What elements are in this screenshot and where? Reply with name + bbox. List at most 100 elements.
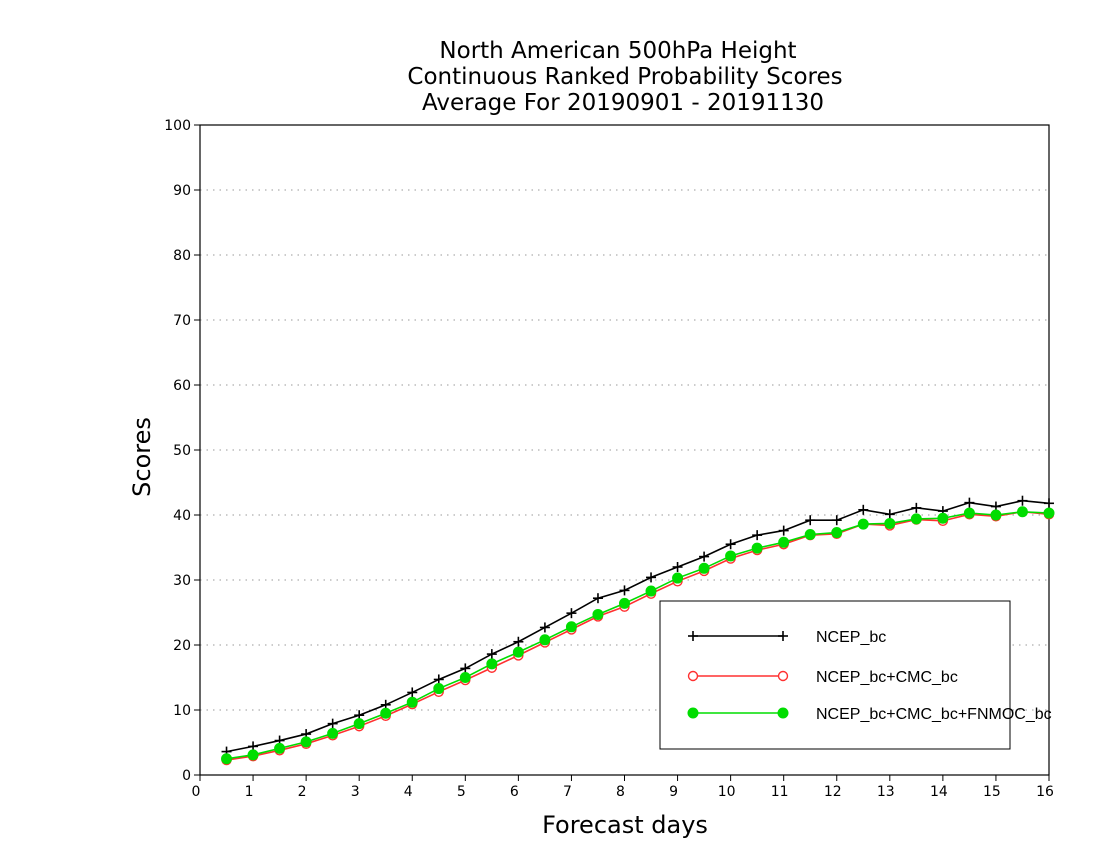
series-2-point-18: [698, 562, 710, 574]
series-2-point-26: [910, 513, 922, 525]
series-0-point-21: [778, 525, 789, 536]
x-tick-label-8: 8: [616, 784, 625, 800]
series-2-point-27: [937, 512, 949, 524]
series-0-point-24: [858, 504, 869, 515]
x-tick-label-14: 14: [930, 784, 948, 800]
series-2-point-8: [433, 683, 445, 695]
series-2-point-1: [247, 749, 259, 761]
series-2-point-0: [221, 753, 233, 765]
series-2-point-22: [804, 529, 816, 540]
y-tick-label-20: 20: [173, 638, 191, 654]
x-tick-label-9: 9: [669, 784, 678, 800]
x-tick-label-16: 16: [1036, 784, 1054, 800]
legend-entry-2: NCEP_bc+CMC_bc+FNMOC_bc: [687, 706, 1052, 723]
legend-marker-end-0: [778, 631, 788, 641]
series-0-point-10: [486, 649, 497, 660]
series-0-point-26: [911, 502, 922, 513]
series-0-point-15: [619, 585, 630, 596]
series-2-point-23: [831, 527, 843, 539]
series-2-point-21: [778, 536, 790, 548]
x-tick-label-13: 13: [877, 784, 895, 800]
series-2-point-19: [725, 550, 737, 562]
series-0-point-11: [513, 636, 524, 647]
series-2-point-10: [486, 658, 498, 670]
x-tick-label-11: 11: [771, 784, 789, 800]
series-2-point-9: [459, 672, 471, 683]
series-2-point-5: [353, 718, 365, 730]
y-tick-label-60: 60: [173, 378, 191, 394]
series-2-point-6: [380, 707, 392, 719]
series-0-point-22: [805, 515, 816, 526]
series-2-point-11: [512, 646, 524, 658]
y-axis-label: Scores: [128, 417, 156, 497]
y-tick-label-10: 10: [173, 703, 191, 719]
series-2-point-28: [963, 507, 975, 519]
series-0-point-9: [460, 663, 471, 674]
series-0-point-7: [407, 687, 418, 698]
series-0-point-23: [831, 515, 842, 526]
legend-label-1: NCEP_bc+CMC_bc: [816, 669, 958, 686]
series-2-point-25: [884, 517, 896, 529]
series-0-point-12: [539, 622, 550, 633]
series-0-point-17: [672, 562, 683, 572]
legend-entry-0: NCEP_bc: [688, 629, 886, 646]
legend-label-0: NCEP_bc: [816, 629, 886, 646]
series-0-point-16: [646, 572, 657, 583]
series-0-point-4: [327, 718, 338, 729]
series-2-point-16: [645, 585, 657, 597]
series-0-point-30: [1017, 495, 1028, 506]
series-0-point-18: [699, 551, 710, 562]
x-tick-label-6: 6: [510, 784, 519, 800]
y-tick-label-30: 30: [173, 573, 191, 589]
x-tick-label-2: 2: [298, 784, 307, 800]
legend-label-2: NCEP_bc+CMC_bc+FNMOC_bc: [816, 706, 1052, 723]
series-0-point-14: [592, 593, 603, 604]
series-2-point-4: [327, 727, 339, 739]
chart-title-line-3: Average For 20190901 - 20191130: [422, 90, 824, 116]
x-tick-label-12: 12: [824, 784, 842, 800]
x-axis-label: Forecast days: [542, 811, 708, 839]
y-tick-label-40: 40: [173, 508, 191, 524]
series-0-point-19: [725, 539, 736, 550]
series-0-point-20: [752, 530, 763, 541]
chart-title-line-1: North American 500hPa Height: [439, 38, 796, 64]
series-2-point-29: [990, 509, 1002, 521]
series-2-point-24: [857, 518, 869, 530]
legend-marker-end-2: [777, 707, 789, 719]
chart-title: North American 500hPa Height Continuous …: [407, 38, 842, 116]
legend: NCEP_bc NCEP_bc+CMC_bc NCEP_bc+CMC_bc+FNMO…: [659, 600, 1052, 750]
series-2-point-15: [619, 597, 630, 609]
series-2-point-12: [539, 634, 551, 646]
series-2-point-20: [751, 542, 763, 554]
legend-marker-start-0: [688, 631, 698, 641]
y-tick-label-100: 100: [164, 118, 191, 134]
chart-title-line-2: Continuous Ranked Probability Scores: [407, 64, 842, 90]
series-0-point-13: [566, 608, 577, 619]
series-0-point-31: [1044, 498, 1054, 509]
x-tick-label-4: 4: [404, 784, 413, 800]
series-2: [221, 506, 1055, 765]
series-2-point-7: [406, 696, 418, 708]
x-tick-label-1: 1: [245, 784, 254, 800]
series-lines: [221, 495, 1055, 766]
legend-entry-1: NCEP_bc+CMC_bc: [687, 669, 958, 686]
y-tick-label-50: 50: [173, 443, 191, 459]
y-tick-label-70: 70: [173, 313, 191, 329]
series-2-point-2: [274, 742, 286, 754]
x-tick-label-15: 15: [983, 784, 1001, 800]
x-tick-label-7: 7: [563, 784, 572, 800]
series-2-point-14: [592, 608, 604, 620]
x-tick-label-0: 0: [192, 784, 201, 800]
x-tick-label-3: 3: [351, 784, 360, 800]
series-0: [221, 495, 1054, 757]
series-2-point-13: [565, 621, 577, 633]
series-line-0: [226, 499, 1050, 753]
y-tick-label-90: 90: [173, 183, 191, 199]
x-tick-label-5: 5: [457, 784, 466, 800]
legend-marker-start-1: [687, 670, 699, 682]
series-0-point-28: [964, 497, 975, 508]
legend-marker-start-2: [687, 707, 699, 719]
y-tick-label-0: 0: [182, 768, 191, 784]
axes: [194, 124, 1050, 781]
